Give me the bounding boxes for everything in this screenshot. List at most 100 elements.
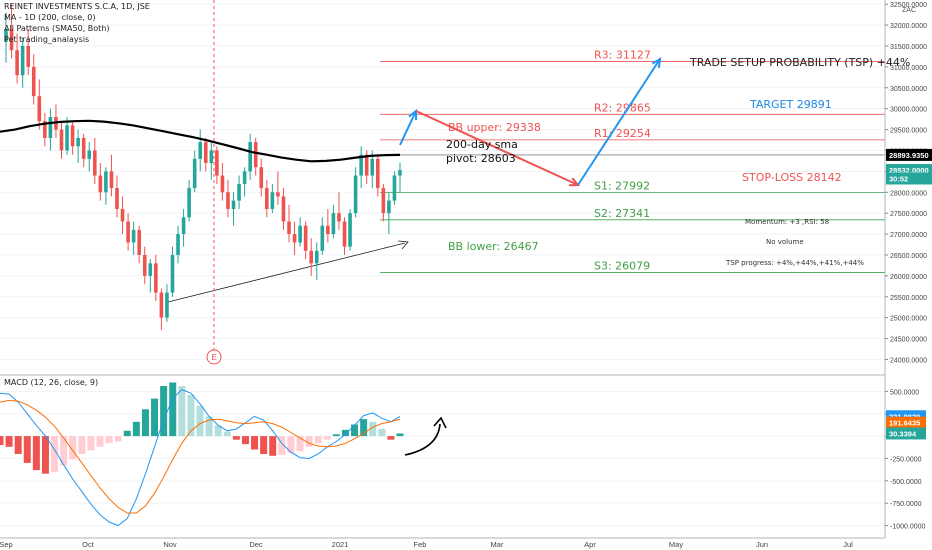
arrow-up-long <box>577 58 661 186</box>
candle[interactable] <box>198 129 203 172</box>
candle[interactable] <box>226 179 230 218</box>
macd-tick-label: -500.0000 <box>890 479 922 486</box>
macd-axis[interactable]: 500.0000250.0000-250.0000-500.0000-750.0… <box>885 389 926 531</box>
candle[interactable] <box>298 217 302 247</box>
candle[interactable] <box>303 221 308 260</box>
svg-text:30.3394: 30.3394 <box>889 429 917 438</box>
price-tick-label: 26500.0000 <box>890 253 927 260</box>
candle[interactable] <box>348 208 352 251</box>
candle[interactable] <box>309 238 314 276</box>
macd-histogram-bar <box>332 434 340 437</box>
candle[interactable] <box>337 192 341 230</box>
candle[interactable] <box>126 213 130 251</box>
candle[interactable] <box>81 133 86 168</box>
candle[interactable] <box>248 133 252 180</box>
candle[interactable] <box>287 204 291 243</box>
level-label-r2: R2: 29865 <box>594 101 651 114</box>
macd-histogram-bar <box>178 386 186 437</box>
candle[interactable] <box>215 146 219 184</box>
candle[interactable] <box>187 179 191 222</box>
price-axis[interactable]: 24000.0000 24500.0000 25000.0000 25500.0000… <box>884 0 932 538</box>
candle[interactable] <box>381 183 386 222</box>
candle[interactable] <box>31 54 36 105</box>
candle[interactable] <box>131 221 136 255</box>
candle[interactable] <box>253 137 258 176</box>
macd-histogram-bar <box>5 436 13 447</box>
candle[interactable] <box>109 154 114 197</box>
time-tick-label: Oct <box>82 540 95 549</box>
candle[interactable] <box>203 137 208 172</box>
candle[interactable] <box>137 225 141 264</box>
candle[interactable] <box>159 288 164 331</box>
candle[interactable] <box>242 167 247 197</box>
tsp-annotation: TRADE SETUP PROBABILITY (TSP) +44% <box>689 56 910 69</box>
curved-arrow-head <box>433 416 447 429</box>
legend-ma[interactable]: MA - 1D (200, close, 0) <box>4 13 96 22</box>
candle[interactable] <box>165 284 169 322</box>
candle[interactable] <box>209 142 214 180</box>
macd-histogram-bar <box>151 398 159 437</box>
legend-author[interactable]: Pet trading_analaysis <box>4 35 90 44</box>
price-tick-label: 29500.0000 <box>890 128 927 135</box>
price-tick-label: 27000.0000 <box>890 232 927 239</box>
candle[interactable] <box>292 221 297 255</box>
support-trendline[interactable] <box>167 242 406 303</box>
candles-layer[interactable] <box>4 4 402 331</box>
candle[interactable] <box>220 163 225 201</box>
candle[interactable] <box>170 246 175 297</box>
candle[interactable] <box>142 246 147 285</box>
candle[interactable] <box>43 112 47 147</box>
time-axis[interactable]: Sep Oct Nov Dec 2021 Feb Mar Apr May Jun Jul <box>0 537 885 549</box>
candle[interactable] <box>320 217 325 255</box>
candle[interactable] <box>176 225 180 264</box>
candle[interactable] <box>4 12 8 63</box>
candle[interactable] <box>87 142 92 172</box>
price-tick-label: 28000.0000 <box>890 190 927 197</box>
candle[interactable] <box>326 208 330 243</box>
macd-histogram-bar <box>232 436 240 440</box>
candle[interactable] <box>231 192 236 226</box>
candle[interactable] <box>353 167 358 218</box>
candle[interactable] <box>314 242 319 281</box>
candle[interactable] <box>98 163 103 201</box>
candle[interactable] <box>276 171 280 205</box>
candle[interactable] <box>104 167 108 205</box>
candle[interactable] <box>270 183 275 214</box>
macd-tag-hist: 30.3394 <box>886 427 926 440</box>
candle[interactable] <box>120 196 125 235</box>
candle[interactable] <box>392 171 397 205</box>
candle[interactable] <box>48 108 53 151</box>
candle[interactable] <box>148 259 153 293</box>
candle[interactable] <box>342 217 347 255</box>
candle[interactable] <box>59 121 64 159</box>
target-annotation: TARGET 29891 <box>749 98 832 111</box>
candle[interactable] <box>65 117 69 155</box>
candle[interactable] <box>76 129 80 164</box>
legend-patterns[interactable]: All Patterns (SMA50, Both) <box>4 24 110 33</box>
candle[interactable] <box>9 4 14 59</box>
candle[interactable] <box>331 204 336 239</box>
candle[interactable] <box>92 137 97 184</box>
candle[interactable] <box>398 163 402 193</box>
candle[interactable] <box>26 29 30 76</box>
level-label-s3: S3: 26079 <box>594 260 650 273</box>
candle[interactable] <box>20 37 25 88</box>
candle[interactable] <box>359 146 363 189</box>
candle[interactable] <box>192 150 197 193</box>
candle[interactable] <box>237 175 241 209</box>
candle[interactable] <box>15 33 19 84</box>
earnings-marker[interactable]: E <box>206 0 222 365</box>
macd-histogram-bar <box>378 428 386 437</box>
candle[interactable] <box>387 192 391 235</box>
candle[interactable] <box>115 175 119 218</box>
candle[interactable] <box>265 179 269 218</box>
candle[interactable] <box>259 158 264 197</box>
sma200-line <box>0 119 401 163</box>
candle[interactable] <box>37 79 42 130</box>
candle[interactable] <box>70 121 75 155</box>
candle[interactable] <box>181 208 186 247</box>
candle[interactable] <box>154 254 158 301</box>
candle[interactable] <box>281 188 286 230</box>
candle[interactable] <box>376 154 380 197</box>
